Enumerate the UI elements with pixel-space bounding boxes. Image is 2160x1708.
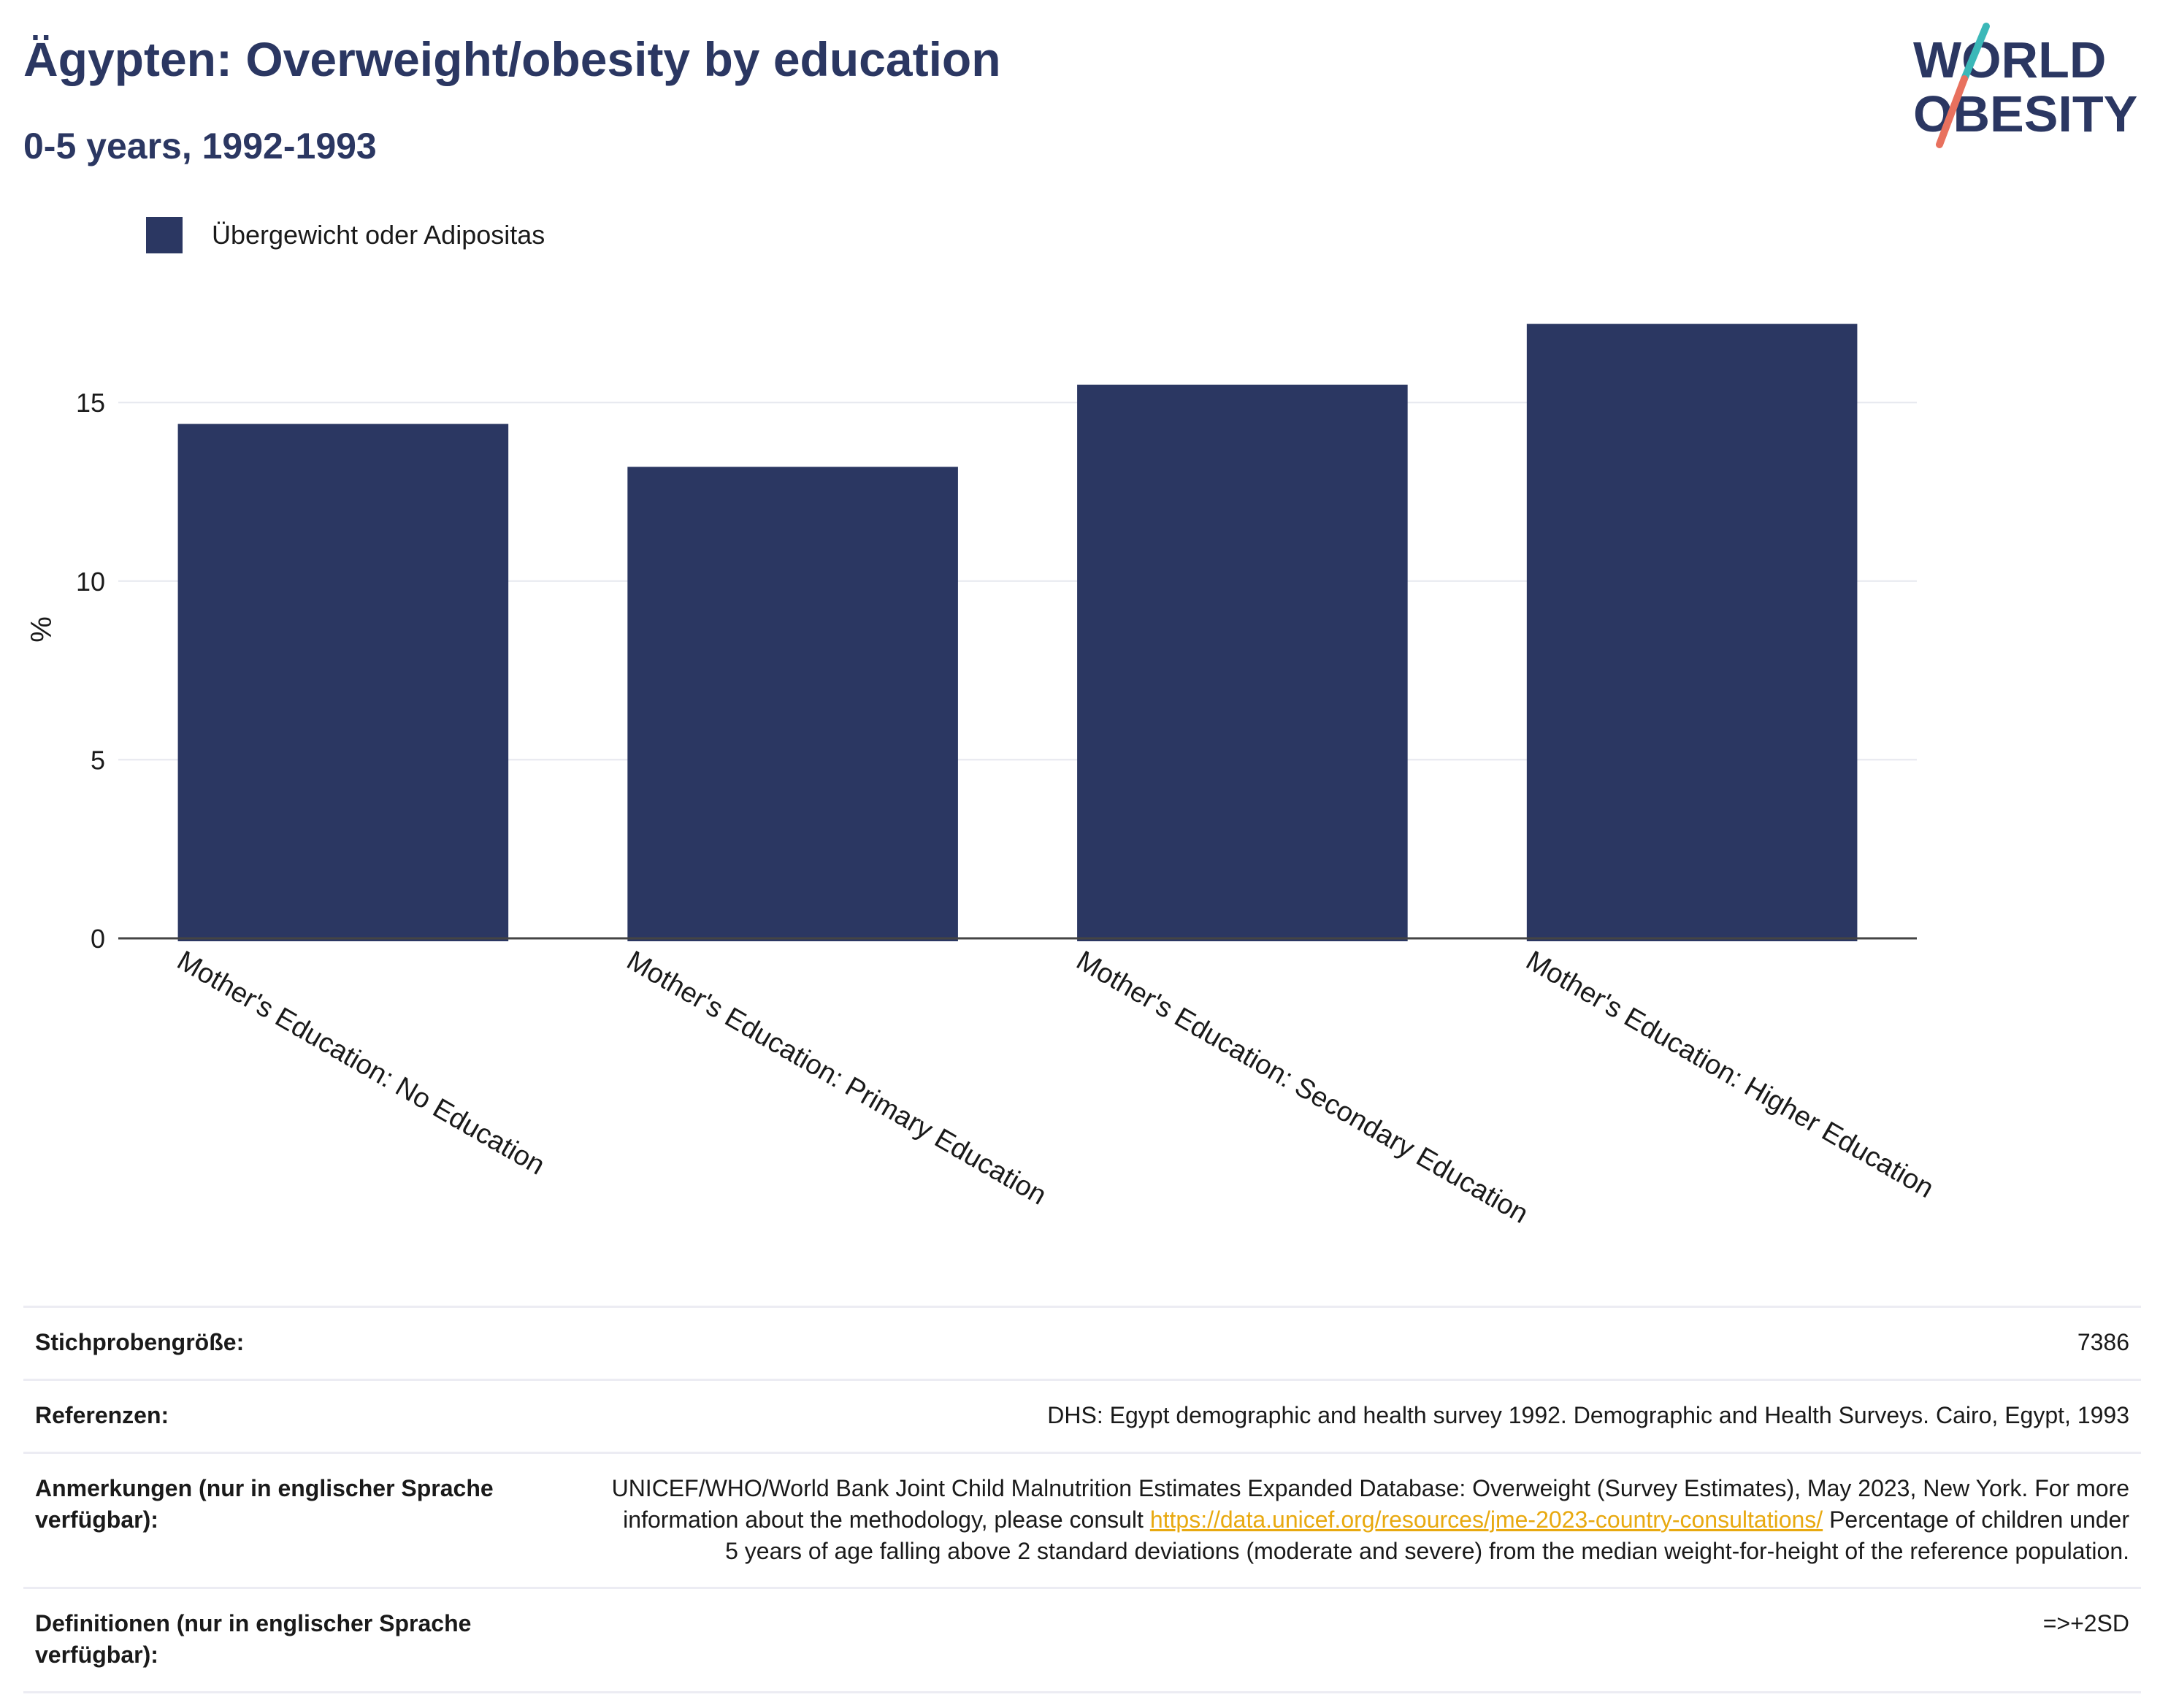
info-row-sample-size: Stichprobengröße: 7386 xyxy=(23,1306,2141,1379)
y-tick-label: 15 xyxy=(76,388,105,418)
bar[interactable] xyxy=(1526,323,1858,941)
x-category-label: Mother's Education: No Education xyxy=(172,945,550,1181)
info-label: Definitionen (nur in englischer Sprache … xyxy=(35,1610,472,1669)
y-tick-label: 5 xyxy=(91,745,105,775)
info-row-notes: Anmerkungen (nur in englischer Sprache v… xyxy=(23,1451,2141,1588)
info-value: DHS: Egypt demographic and health survey… xyxy=(1047,1401,2129,1428)
info-value: =>+2SD xyxy=(2042,1610,2129,1637)
chart-subtitle: 0-5 years, 1992-1993 xyxy=(23,126,377,166)
notes-text-after: Percentage of children under 5 years of … xyxy=(725,1506,2129,1564)
bars xyxy=(177,323,1858,941)
legend: Übergewicht oder Adipositas xyxy=(146,216,545,254)
info-label: Anmerkungen (nur in englischer Sprache v… xyxy=(35,1474,494,1533)
y-tick-label: 0 xyxy=(91,924,105,954)
info-value: 7386 xyxy=(2077,1329,2129,1355)
x-category-labels: Mother's Education: No Education Mother's… xyxy=(172,945,1939,1230)
logo-slash-teal xyxy=(1961,23,1990,83)
bar[interactable] xyxy=(1077,384,1408,941)
chart-title: Ägypten: Overweight/obesity by education xyxy=(23,32,1001,86)
world-obesity-logo: WORLD OBESITY xyxy=(1913,23,2137,148)
bar[interactable] xyxy=(627,467,958,941)
info-value: UNICEF/WHO/World Bank Joint Child Malnut… xyxy=(605,1473,2129,1567)
info-row-references: Referenzen: DHS: Egypt demographic and h… xyxy=(23,1378,2141,1452)
y-ticks: 0 5 10 15 xyxy=(76,388,105,954)
methodology-link[interactable]: https://data.unicef.org/resources/jme-20… xyxy=(1149,1506,1823,1533)
info-table: Stichprobengröße: 7386 Referenzen: DHS: … xyxy=(23,1306,2141,1694)
info-row-definitions: Definitionen (nur in englischer Sprache … xyxy=(23,1587,2141,1694)
logo-slash-coral xyxy=(1936,75,1968,148)
info-label: Stichprobengröße: xyxy=(35,1329,245,1355)
logo-text-world: WORLD xyxy=(1913,31,2106,88)
legend-swatch xyxy=(146,217,183,253)
y-tick-label: 10 xyxy=(76,567,105,597)
legend-label: Übergewicht oder Adipositas xyxy=(212,220,545,250)
y-axis-title: % xyxy=(26,616,58,643)
notes-text-before: UNICEF/WHO/World Bank Joint Child Malnut… xyxy=(611,1474,2129,1533)
x-category-label: Mother's Education: Primary Education xyxy=(621,945,1052,1211)
x-category-label: Mother's Education: Secondary Education xyxy=(1071,945,1533,1230)
info-label: Referenzen: xyxy=(35,1401,169,1428)
bar[interactable] xyxy=(177,424,509,941)
x-category-label: Mother's Education: Higher Education xyxy=(1521,945,1939,1204)
